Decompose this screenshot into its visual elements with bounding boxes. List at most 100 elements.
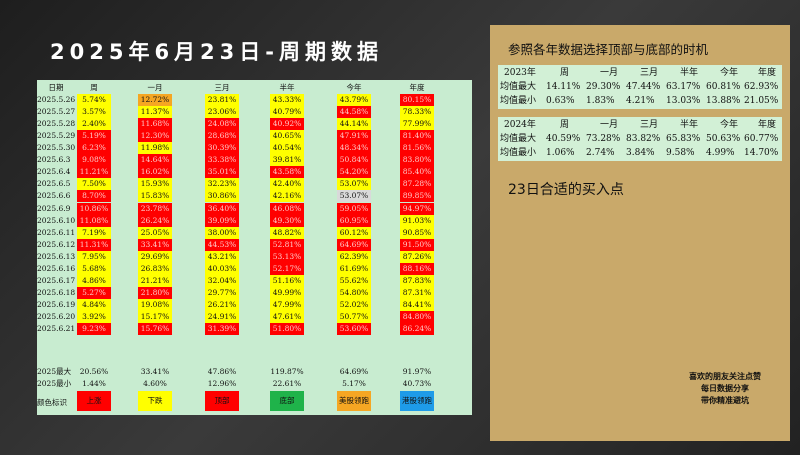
value-cell: 24.08% — [205, 118, 239, 131]
value-cell: 15.17% — [138, 310, 172, 323]
value-cell: 64.69% — [337, 238, 371, 251]
value-cell: 53.13% — [270, 250, 304, 263]
value-cell: 87.28% — [400, 178, 434, 191]
footer-line: 带你精准避坑 — [701, 396, 749, 405]
row-date: 2025.5.29 — [37, 131, 76, 141]
summary-cell: 4.60% — [143, 379, 167, 388]
value-cell: 9.08% — [77, 154, 111, 167]
value-cell: 5.27% — [77, 286, 111, 299]
value-cell: 10.86% — [77, 202, 111, 215]
value-cell: 3.84% — [626, 148, 655, 158]
value-cell: 2.40% — [77, 118, 111, 131]
value-cell: 23.81% — [205, 94, 239, 107]
value-cell: 63.17% — [666, 82, 701, 92]
value-cell: 40.65% — [270, 130, 304, 143]
value-cell: 21.05% — [744, 96, 779, 106]
value-cell: 9.23% — [77, 323, 111, 335]
value-cell: 11.21% — [77, 166, 111, 179]
value-cell: 40.03% — [205, 262, 239, 275]
value-cell: 3.57% — [77, 106, 111, 119]
value-cell: 8.70% — [77, 190, 111, 203]
value-cell: 26.83% — [138, 262, 172, 275]
value-cell: 21.80% — [138, 286, 172, 299]
legend-item: 下跌 — [138, 391, 172, 411]
value-cell: 90.85% — [400, 226, 434, 239]
value-cell: 7.95% — [77, 250, 111, 263]
summary-cell: 5.17% — [342, 379, 366, 388]
row-date: 2025.6.6 — [37, 191, 71, 201]
row-label: 均值最小 — [500, 96, 537, 106]
value-cell: 12.72% — [138, 94, 172, 107]
value-cell: 60.12% — [337, 226, 371, 239]
value-cell: 77.99% — [400, 118, 434, 131]
legend-label: 颜色标识 — [37, 398, 67, 407]
value-cell: 9.58% — [666, 148, 695, 158]
row-date: 2025.5.26 — [37, 95, 76, 105]
row-date: 2025.6.21 — [37, 324, 76, 333]
value-cell: 15.76% — [138, 323, 172, 335]
value-cell: 19.08% — [138, 298, 172, 311]
value-cell: 23.78% — [138, 202, 172, 215]
value-cell: 35.01% — [205, 166, 239, 179]
row-label: 均值最大 — [500, 82, 537, 92]
value-cell: 86.24% — [400, 323, 434, 335]
value-cell: 51.16% — [270, 274, 304, 287]
value-cell: 7.19% — [77, 226, 111, 239]
summary-cell: 20.56% — [79, 367, 109, 376]
table-header: 一月 — [600, 120, 619, 130]
value-cell: 48.82% — [270, 226, 304, 239]
column-header: 周 — [90, 83, 98, 92]
value-cell: 11.68% — [138, 118, 172, 131]
row-date: 2025.5.30 — [37, 143, 76, 153]
panel-heading: 参照各年数据选择顶部与底部的时机 — [508, 42, 709, 57]
table-header: 一月 — [600, 68, 619, 78]
value-cell: 30.86% — [205, 190, 239, 203]
value-cell: 12.30% — [138, 130, 172, 143]
value-cell: 3.92% — [77, 310, 111, 323]
value-cell: 47.61% — [270, 310, 304, 323]
value-cell: 29.30% — [586, 82, 621, 92]
value-cell: 47.44% — [626, 82, 661, 92]
value-cell: 16.02% — [138, 166, 172, 179]
value-cell: 60.77% — [744, 134, 779, 144]
value-cell: 91.03% — [400, 214, 434, 227]
value-cell: 23.06% — [205, 106, 239, 119]
value-cell: 28.68% — [205, 130, 239, 143]
value-cell: 11.37% — [138, 106, 172, 119]
row-date: 2025.6.11 — [37, 227, 76, 237]
note: 23日合适的买入点 — [508, 182, 624, 198]
value-cell: 2.74% — [586, 148, 615, 158]
summary-label: 2025最小 — [37, 379, 72, 388]
reference-table: 2024年 周 一月 三月 半年 今年 年度 均值最大 40.59% 73.28% 83.82% 65… — [498, 117, 782, 161]
value-cell: 5.68% — [77, 262, 111, 275]
value-cell: 15.93% — [138, 178, 172, 191]
value-cell: 38.00% — [205, 226, 239, 239]
row-date: 2025.6.4 — [37, 167, 71, 177]
value-cell: 89.85% — [400, 190, 434, 203]
value-cell: 60.81% — [706, 82, 741, 92]
value-cell: 43.21% — [205, 250, 239, 263]
summary-cell: 119.87% — [270, 367, 304, 376]
value-cell: 88.16% — [400, 262, 434, 275]
value-cell: 59.05% — [337, 202, 371, 215]
value-cell: 14.64% — [138, 154, 172, 167]
table-header: 周 — [560, 68, 570, 78]
table-header: 年度 — [758, 120, 777, 130]
value-cell: 52.17% — [270, 262, 304, 275]
value-cell: 40.54% — [270, 142, 304, 155]
footer-line: 每日数据分享 — [701, 384, 749, 393]
reference-table: 2023年 周 一月 三月 半年 今年 年度 均值最大 14.11% 29.30% 47.44% 63… — [498, 65, 782, 109]
row-date: 2025.6.18 — [37, 287, 76, 297]
value-cell: 50.77% — [337, 310, 371, 323]
value-cell: 5.74% — [77, 94, 111, 107]
value-cell: 15.83% — [138, 190, 172, 203]
summary-cell: 12.96% — [207, 379, 237, 388]
value-cell: 48.34% — [337, 142, 371, 155]
value-cell: 55.62% — [337, 274, 371, 287]
value-cell: 13.88% — [706, 96, 741, 106]
value-cell: 14.70% — [744, 148, 779, 158]
value-cell: 21.21% — [138, 274, 172, 287]
value-cell: 40.79% — [270, 106, 304, 119]
value-cell: 54.80% — [337, 286, 371, 299]
